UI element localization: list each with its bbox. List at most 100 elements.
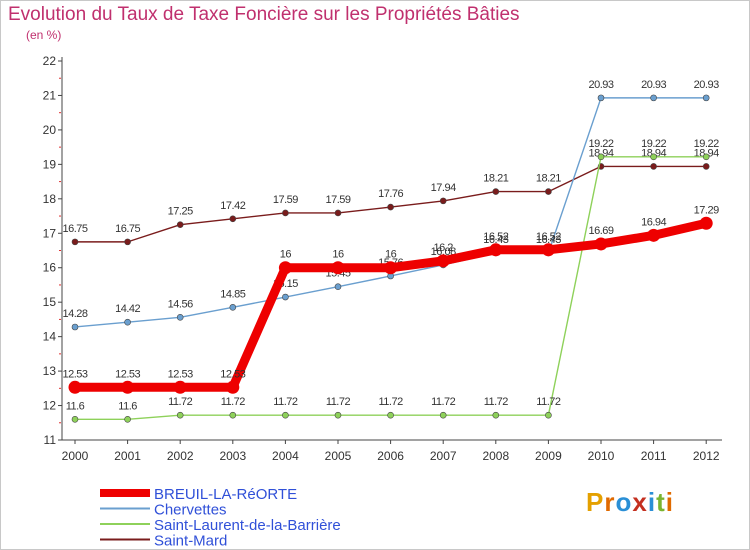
legend-label: BREUIL-LA-RéORTE xyxy=(154,486,297,503)
data-point xyxy=(439,197,447,205)
data-point xyxy=(173,380,187,394)
x-tick-label: 2010 xyxy=(588,449,615,463)
data-label: 19.22 xyxy=(694,138,719,150)
data-point xyxy=(384,261,398,275)
data-point xyxy=(436,254,450,268)
y-tick-label: 13 xyxy=(43,364,57,378)
data-point xyxy=(650,153,657,161)
data-point xyxy=(387,411,394,419)
y-tick-label: 16 xyxy=(43,261,57,275)
data-label: 16.52 xyxy=(483,231,508,243)
data-point xyxy=(176,221,184,228)
data-point xyxy=(282,209,289,217)
data-label: 18.21 xyxy=(483,173,508,185)
data-label: 17.25 xyxy=(168,206,193,218)
data-label: 16.08 xyxy=(431,246,456,258)
data-point xyxy=(334,411,342,419)
data-point xyxy=(176,314,184,321)
y-tick-label: 17 xyxy=(43,226,57,240)
data-label: 12.53 xyxy=(115,368,140,380)
data-point xyxy=(334,209,342,217)
data-point xyxy=(702,153,710,161)
data-point xyxy=(387,203,394,211)
data-label: 20.93 xyxy=(694,79,719,91)
data-label: 19.22 xyxy=(588,138,613,150)
y-tick-label: 21 xyxy=(43,88,57,102)
data-label: 16 xyxy=(280,249,292,261)
y-tick-label: 15 xyxy=(43,295,57,309)
data-label: 16.69 xyxy=(588,225,613,237)
data-point xyxy=(492,188,500,195)
data-label: 16.94 xyxy=(641,216,666,228)
data-point xyxy=(124,416,131,423)
data-point xyxy=(545,188,552,195)
data-label: 11.72 xyxy=(378,396,403,408)
data-point xyxy=(229,304,237,311)
y-tick-label: 22 xyxy=(43,54,57,68)
y-tick-label: 12 xyxy=(43,399,57,413)
data-label: 12.53 xyxy=(220,368,245,380)
data-point xyxy=(597,153,605,161)
data-point xyxy=(229,411,237,419)
data-point xyxy=(71,416,79,423)
data-label: 17.29 xyxy=(694,204,719,216)
data-label: 11.72 xyxy=(536,396,561,408)
data-label: 20.93 xyxy=(588,79,613,91)
data-point xyxy=(545,411,552,419)
data-label: 11.72 xyxy=(484,396,509,408)
data-point xyxy=(594,237,608,251)
data-label: 11.6 xyxy=(118,400,137,412)
y-tick-label: 11 xyxy=(44,433,57,447)
x-tick-label: 2006 xyxy=(377,449,404,463)
y-tick-label: 14 xyxy=(43,330,57,344)
data-point xyxy=(650,94,657,102)
logo-letter: o xyxy=(615,487,633,517)
logo-letter: r xyxy=(604,487,616,517)
data-point xyxy=(124,318,131,326)
data-label: 17.59 xyxy=(325,194,350,206)
data-label: 16.2 xyxy=(433,242,453,254)
y-tick-label: 18 xyxy=(43,192,57,206)
data-point xyxy=(282,293,289,301)
data-point xyxy=(541,243,555,257)
data-label: 16.52 xyxy=(536,231,561,243)
data-point xyxy=(702,94,710,102)
data-point xyxy=(229,215,237,223)
legend-label: Saint-Mard xyxy=(154,533,227,550)
logo-letter: i xyxy=(647,487,657,517)
x-tick-label: 2000 xyxy=(62,449,89,463)
data-label: 16.43 xyxy=(536,234,561,246)
data-label: 14.56 xyxy=(168,298,193,310)
data-point xyxy=(597,94,605,102)
data-label: 18.21 xyxy=(536,173,561,185)
data-label: 16 xyxy=(385,249,397,261)
chart-title: Evolution du Taux de Taxe Foncière sur l… xyxy=(8,4,520,25)
logo-letter: t xyxy=(656,487,666,517)
data-point xyxy=(699,216,713,230)
data-point xyxy=(647,228,661,242)
data-label: 16.75 xyxy=(62,223,87,235)
data-label: 14.85 xyxy=(220,288,245,300)
chart-subtitle: (en %) xyxy=(26,28,62,42)
data-point xyxy=(439,411,447,419)
data-label: 17.59 xyxy=(273,194,298,206)
x-tick-label: 2005 xyxy=(325,449,352,463)
data-label: 20.93 xyxy=(641,79,666,91)
data-label: 11.72 xyxy=(168,396,193,408)
data-point xyxy=(492,411,500,419)
data-point xyxy=(278,261,292,275)
data-point xyxy=(331,261,345,275)
data-point xyxy=(650,163,657,170)
data-point xyxy=(176,411,184,419)
legend-label: Chervettes xyxy=(154,502,227,519)
data-label: 11.72 xyxy=(431,396,456,408)
x-tick-label: 2011 xyxy=(641,449,667,463)
x-tick-label: 2012 xyxy=(693,449,720,463)
data-point xyxy=(68,380,82,394)
y-tick-label: 20 xyxy=(43,123,57,137)
data-label: 12.53 xyxy=(62,368,87,380)
data-point xyxy=(334,283,342,290)
logo-letter: x xyxy=(632,487,648,517)
legend-label: Saint-Laurent-de-la-Barrière xyxy=(154,517,341,534)
data-label: 16 xyxy=(332,249,344,261)
